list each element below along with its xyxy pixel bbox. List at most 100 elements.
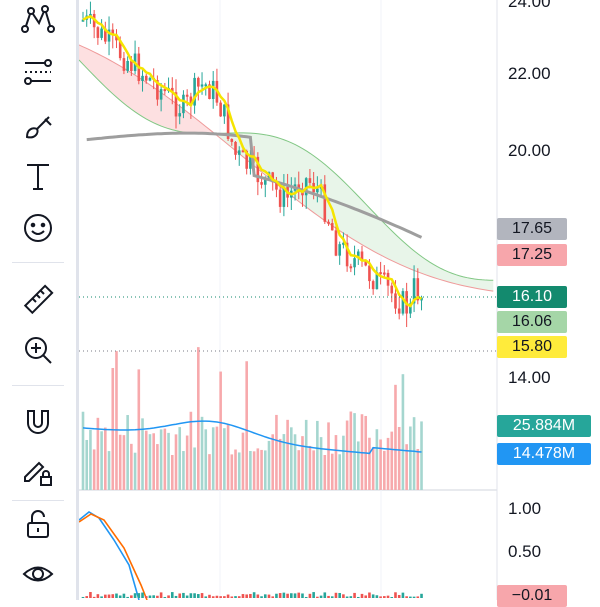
volume-bar — [133, 452, 137, 490]
volume-bar — [211, 427, 215, 490]
volume-bar — [379, 439, 382, 490]
histogram-bar — [115, 593, 118, 598]
candle-body — [249, 156, 252, 169]
volume-bar — [208, 454, 211, 490]
ema-line — [82, 15, 422, 308]
histogram-bar — [170, 592, 174, 598]
cloud-bear-area — [79, 45, 218, 136]
volume-bar — [197, 347, 200, 490]
histogram-bar — [204, 596, 208, 598]
volume-bar — [397, 426, 401, 490]
candle-body — [111, 29, 115, 35]
candle-body — [301, 191, 304, 196]
volume-bar — [390, 431, 394, 490]
volume-bar — [263, 450, 267, 490]
price-axis-label: 24.00 — [508, 0, 551, 11]
volume-bar — [174, 434, 178, 490]
histogram-bar — [107, 594, 111, 598]
volume-bar — [345, 420, 349, 490]
histogram-bar — [349, 596, 353, 598]
toolbar-edge — [76, 0, 79, 600]
volume-bar — [226, 424, 230, 490]
candle-body — [122, 58, 126, 71]
histogram-bar — [260, 596, 263, 598]
candle-body — [130, 60, 133, 72]
histogram-bar — [249, 593, 252, 598]
volume-bar — [107, 451, 111, 490]
candle-body — [200, 84, 204, 87]
volume-bar — [342, 435, 345, 490]
ruler-icon[interactable] — [14, 280, 62, 320]
candle-body — [345, 242, 349, 267]
histogram-bar — [122, 593, 126, 598]
text-tool-icon[interactable] — [14, 156, 62, 196]
pattern-tool-icon[interactable] — [14, 0, 62, 40]
histogram-bar — [185, 595, 189, 598]
unlock-icon[interactable] — [14, 504, 62, 544]
histogram-bar — [386, 595, 390, 598]
volume-bar — [420, 421, 423, 490]
histogram-bar — [100, 596, 103, 598]
candle-body — [182, 94, 185, 114]
histogram-bar — [397, 594, 401, 598]
candle-body — [189, 96, 193, 106]
price-chart[interactable] — [79, 0, 600, 600]
moving-averages — [82, 15, 423, 308]
toolbar-divider — [12, 500, 64, 501]
brush-icon[interactable] — [14, 106, 62, 146]
histogram-bar — [297, 592, 301, 598]
candle-body — [163, 89, 167, 92]
volume-bar — [252, 451, 256, 490]
volume-bar — [215, 426, 219, 490]
histogram-bar — [92, 596, 96, 598]
histogram-bar — [256, 594, 260, 598]
volume-bar — [167, 432, 170, 490]
histogram-bar — [208, 594, 211, 598]
volume-bar — [301, 436, 304, 490]
price-axis-label: 22.00 — [508, 64, 551, 83]
volume-bar — [115, 351, 118, 490]
volume-bar — [375, 429, 379, 490]
candle-body — [89, 13, 92, 16]
candle-body — [107, 29, 111, 42]
volume-bar — [130, 443, 133, 490]
eye-icon[interactable] — [14, 554, 62, 594]
volume-bar — [267, 440, 271, 490]
zoom-in-icon[interactable] — [14, 330, 62, 370]
candle-body — [230, 138, 234, 142]
candle-body — [115, 34, 118, 41]
histogram-bar — [405, 596, 408, 598]
histogram-bar — [104, 594, 107, 598]
histogram-bar — [263, 594, 267, 598]
volume-bar — [144, 430, 148, 490]
histogram-bar — [319, 595, 323, 598]
volume-bar — [278, 438, 282, 490]
histogram-bar — [237, 596, 241, 598]
magnet-icon[interactable] — [14, 402, 62, 442]
lock-drawing-icon[interactable] — [14, 452, 62, 492]
volume-bar — [327, 422, 330, 490]
histogram-bar — [278, 593, 282, 598]
fib-retracement-icon[interactable] — [14, 52, 62, 92]
candle-body — [208, 84, 211, 99]
histogram-bar — [323, 592, 327, 598]
histogram-bar — [360, 593, 364, 598]
emoji-icon[interactable] — [14, 208, 62, 248]
volume-bar — [185, 435, 189, 490]
signal-line — [79, 513, 148, 600]
oscillator-tag: −0.01 — [497, 585, 567, 607]
candle-body — [356, 251, 360, 259]
macd-line — [79, 511, 140, 600]
histogram-bar — [137, 593, 141, 598]
histogram-bar — [394, 592, 397, 598]
histogram-bar — [290, 593, 293, 598]
volume-bar — [334, 435, 338, 490]
volume-ma-path — [82, 420, 422, 455]
histogram-bar — [148, 595, 152, 598]
volume-bar — [290, 427, 293, 490]
histogram-bar — [275, 593, 278, 598]
volume-bar — [405, 444, 408, 490]
volume-bar — [81, 411, 85, 490]
histogram-bar — [234, 596, 237, 598]
volume-bar — [286, 419, 289, 490]
